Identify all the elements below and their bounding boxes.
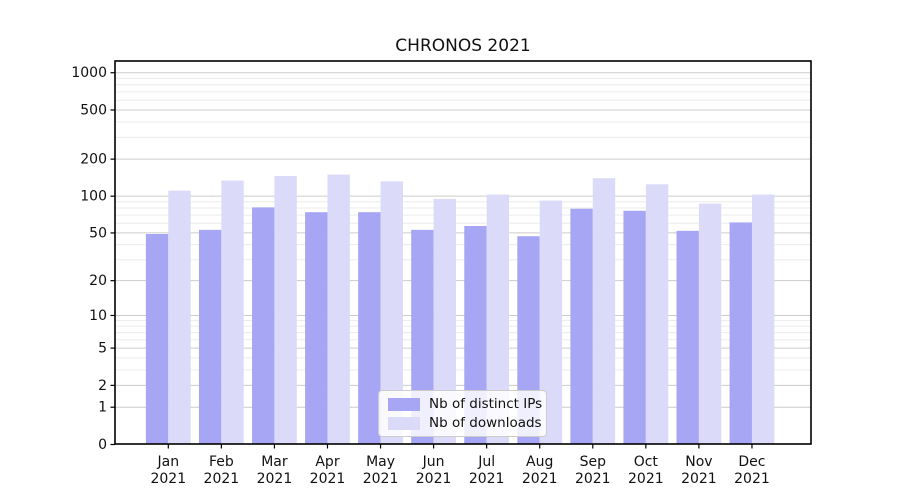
y-tick-label: 2 [98, 378, 107, 394]
legend-swatch-distinct-ips [388, 397, 420, 411]
x-tick-label-month: Jun [422, 454, 445, 470]
y-tick-label: 50 [89, 225, 107, 241]
bar-nb-of-distinct-ips-oct-2021 [623, 210, 646, 444]
y-tick-label: 10 [89, 308, 107, 324]
x-tick-label-year: 2021 [469, 471, 505, 487]
bar-nb-of-downloads-jul-2021 [486, 194, 510, 444]
legend-swatch-downloads [388, 416, 420, 430]
plot-border [114, 60, 812, 445]
legend-label-downloads: Nb of downloads [429, 415, 542, 431]
legend-item-downloads: Nb of downloads [388, 415, 542, 431]
x-tick-label-month: Dec [738, 454, 765, 470]
x-tick-label-year: 2021 [681, 471, 717, 487]
bar-nb-of-downloads-oct-2021 [645, 184, 669, 444]
bar-nb-of-distinct-ips-apr-2021 [305, 212, 328, 444]
bar-nb-of-downloads-nov-2021 [698, 203, 722, 444]
bar-nb-of-distinct-ips-nov-2021 [676, 230, 699, 444]
x-tick-label-year: 2021 [522, 471, 558, 487]
x-tick-label-year: 2021 [575, 471, 611, 487]
bar-nb-of-distinct-ips-feb-2021 [198, 229, 222, 444]
chart-title: CHRONOS 2021 [395, 36, 531, 56]
bar-nb-of-downloads-may-2021 [380, 181, 403, 444]
y-tick-label: 5 [98, 341, 107, 357]
bar-nb-of-distinct-ips-may-2021 [358, 212, 381, 444]
y-tick-label: 100 [80, 189, 107, 205]
x-tick-label-year: 2021 [734, 471, 770, 487]
x-tick-label-month: May [366, 454, 395, 470]
x-tick-label-month: Nov [685, 454, 712, 470]
bar-nb-of-distinct-ips-jan-2021 [145, 233, 169, 444]
bar-nb-of-distinct-ips-mar-2021 [252, 207, 275, 444]
bar-nb-of-downloads-feb-2021 [221, 180, 244, 445]
y-tick-label: 20 [89, 273, 107, 289]
x-tick-label-month: Apr [315, 454, 339, 470]
y-tick-label: 0 [98, 437, 107, 453]
x-tick-label-month: Sep [580, 454, 607, 470]
bar-nb-of-downloads-sep-2021 [592, 178, 616, 445]
bar-nb-of-distinct-ips-sep-2021 [570, 208, 593, 444]
bar-nb-of-downloads-dec-2021 [751, 194, 775, 444]
x-tick-label-month: Jul [477, 454, 495, 470]
y-tick-label: 1000 [71, 65, 107, 81]
x-tick-label-month: Jan [157, 454, 180, 470]
bar-nb-of-downloads-mar-2021 [274, 175, 297, 445]
x-tick-label-month: Mar [261, 454, 288, 470]
legend-label-distinct-ips: Nb of distinct IPs [429, 396, 543, 412]
legend-item-distinct-ips: Nb of distinct IPs [388, 396, 542, 412]
bar-nb-of-downloads-apr-2021 [327, 174, 350, 444]
x-tick-label-year: 2021 [257, 471, 293, 487]
y-tick-label: 1 [98, 400, 107, 416]
x-tick-label-year: 2021 [628, 471, 664, 487]
x-tick-label-month: Oct [634, 454, 659, 470]
y-tick-label: 500 [80, 102, 107, 118]
legend: Nb of distinct IPs Nb of downloads [378, 390, 547, 437]
x-tick-label-month: Feb [209, 454, 234, 470]
x-tick-label-year: 2021 [363, 471, 399, 487]
bar-nb-of-distinct-ips-jul-2021 [464, 226, 487, 444]
x-tick-label-year: 2021 [416, 471, 452, 487]
bar-nb-of-downloads-jan-2021 [168, 190, 191, 444]
y-tick-label: 200 [80, 152, 107, 168]
bar-nb-of-downloads-jun-2021 [433, 198, 456, 444]
bar-nb-of-downloads-aug-2021 [539, 200, 563, 444]
x-tick-label-year: 2021 [150, 471, 186, 487]
bar-nb-of-distinct-ips-dec-2021 [729, 222, 752, 444]
x-tick-label-year: 2021 [204, 471, 240, 487]
x-tick-label-year: 2021 [310, 471, 346, 487]
x-tick-label-month: Aug [526, 454, 553, 470]
